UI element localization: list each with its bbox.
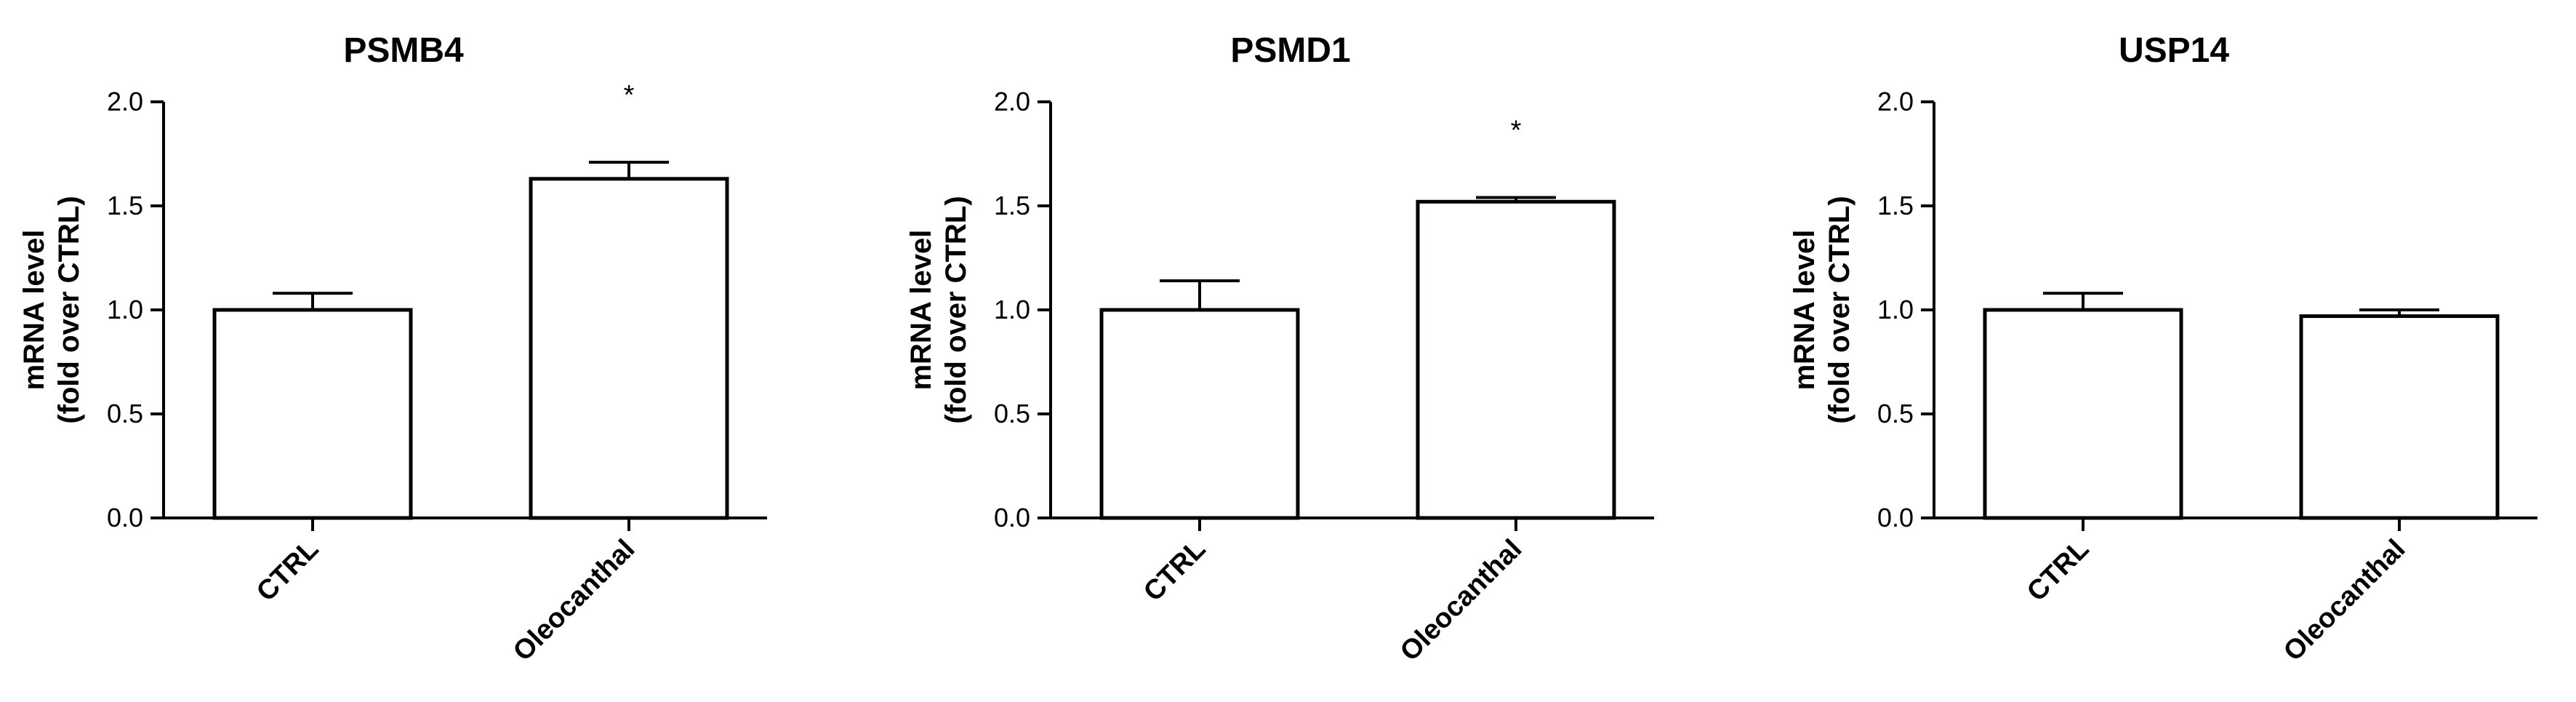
y-axis-label: mRNA level <box>18 230 50 391</box>
y-tick-label: 0.5 <box>994 399 1030 428</box>
y-tick-label: 2.0 <box>994 87 1030 116</box>
y-tick-label: 1.0 <box>994 295 1030 324</box>
bar-oleocanthal <box>1416 199 1616 520</box>
chart-title: PSMB4 <box>343 31 464 70</box>
x-tick-label: CTRL <box>251 534 324 607</box>
bar-ctrl <box>1983 308 2183 520</box>
y-axis-label: (fold over CTRL) <box>940 196 972 423</box>
y-tick-label: 1.0 <box>107 295 143 324</box>
y-tick-label: 0.0 <box>994 503 1030 533</box>
x-tick-label: CTRL <box>2021 534 2095 607</box>
y-axis-label: mRNA level <box>1789 230 1821 391</box>
chart-title: USP14 <box>2119 31 2229 70</box>
y-tick-label: 1.5 <box>994 191 1030 220</box>
x-tick-label: Oleocanthal <box>507 534 641 667</box>
x-tick-label: CTRL <box>1138 534 1211 607</box>
significance-marker: * <box>1511 116 1522 146</box>
bar-oleocanthal <box>2299 314 2500 520</box>
y-tick-label: 0.5 <box>107 399 143 428</box>
x-tick-label: Oleocanthal <box>2278 534 2411 667</box>
y-tick-label: 2.0 <box>1877 87 1914 116</box>
bar-ctrl <box>212 308 413 520</box>
chart-title: PSMD1 <box>1230 31 1350 70</box>
y-axis-label: (fold over CTRL) <box>53 196 85 423</box>
bar-oleocanthal <box>529 177 729 520</box>
y-tick-label: 1.5 <box>1877 191 1914 220</box>
y-tick-label: 0.5 <box>1877 399 1914 428</box>
y-axis-label: mRNA level <box>905 230 937 391</box>
y-tick-label: 0.0 <box>1877 503 1914 533</box>
significance-marker: * <box>624 80 635 111</box>
y-axis-label: (fold over CTRL) <box>1823 196 1855 423</box>
x-tick-label: Oleocanthal <box>1395 534 1528 667</box>
y-tick-label: 2.0 <box>107 87 143 116</box>
y-tick-label: 1.5 <box>107 191 143 220</box>
y-tick-label: 1.0 <box>1877 295 1914 324</box>
bar-ctrl <box>1099 308 1300 520</box>
y-tick-label: 0.0 <box>107 503 143 533</box>
